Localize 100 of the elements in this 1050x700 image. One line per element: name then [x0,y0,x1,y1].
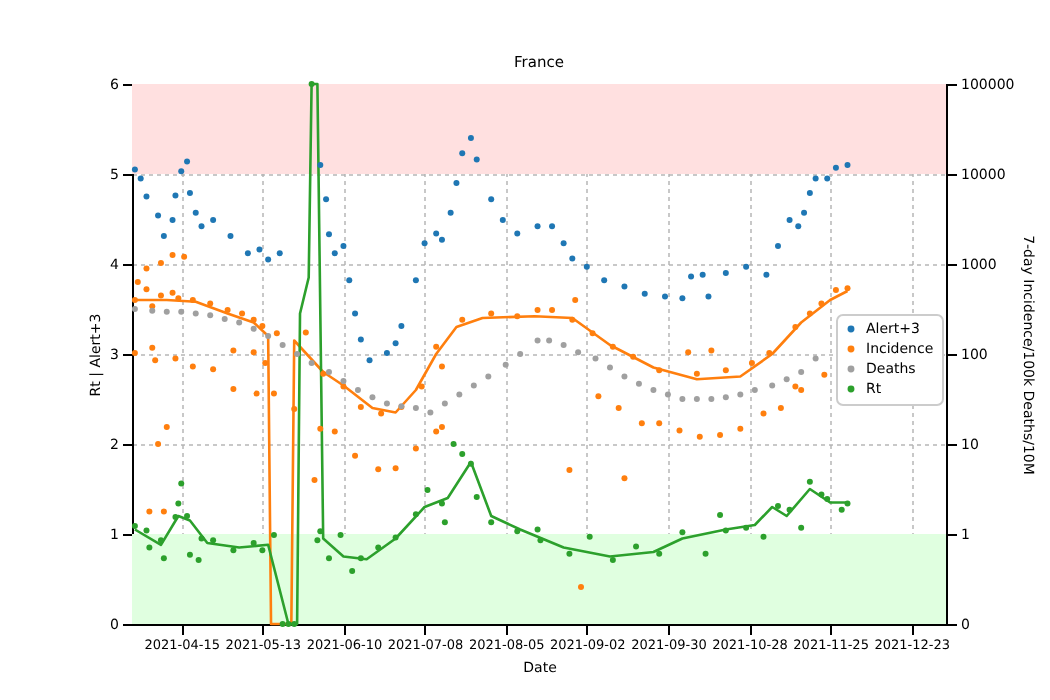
point [184,513,191,519]
point [369,394,376,401]
point [349,567,356,574]
point [537,537,544,544]
point [383,400,390,407]
point [798,369,805,375]
point [441,400,448,407]
point [427,409,434,416]
point [175,500,182,507]
point [664,391,671,398]
point [818,491,825,498]
point [450,441,457,447]
point [534,526,541,533]
point [592,355,599,362]
point [633,543,640,550]
point [621,373,628,380]
point [760,533,767,540]
point [514,528,521,535]
point [473,494,480,501]
point [279,342,286,348]
point [207,312,214,319]
point [798,524,805,531]
point [178,308,185,315]
point [210,537,217,544]
point [560,342,567,348]
point [172,513,179,520]
point [769,382,776,389]
point [412,511,419,518]
point [325,369,332,375]
point [485,373,492,380]
point [424,486,431,493]
point [844,500,851,507]
point [337,531,344,538]
point [236,319,243,326]
point [737,391,744,398]
point [230,547,237,554]
point [314,537,321,544]
point [546,337,553,344]
point [838,506,845,513]
point [606,364,613,371]
point [679,529,686,536]
point [534,337,541,344]
point [488,519,495,526]
point [566,550,573,557]
point [586,533,593,540]
point [502,361,509,368]
point [456,391,463,398]
point [131,306,138,312]
point [743,524,750,531]
point [441,519,448,526]
point [774,503,781,510]
point [270,531,277,538]
point [143,527,150,534]
point [438,500,445,507]
point [824,495,831,502]
point [467,460,474,467]
point [650,387,657,393]
point [308,81,315,87]
point [325,555,332,562]
point [722,394,729,401]
point [340,378,347,384]
point [250,540,257,546]
point [751,387,758,393]
point [221,315,228,322]
point [163,308,170,315]
point [285,621,292,627]
point [783,376,790,383]
point [178,480,185,487]
point [693,396,700,402]
point [459,450,466,457]
point [722,527,729,534]
point [259,547,266,554]
point [192,310,199,317]
point [198,535,205,542]
point [470,382,477,389]
point [354,387,361,393]
point [250,325,257,332]
point [146,544,153,551]
point [294,351,301,357]
point [812,355,819,362]
point [708,396,715,402]
point [635,380,642,387]
point [265,333,272,339]
point [806,478,813,485]
point [157,537,164,544]
point [195,557,202,564]
point [392,534,399,541]
point [131,522,138,529]
point [717,512,724,519]
point [375,544,382,551]
point [517,351,524,357]
point [609,557,616,564]
point [786,506,793,513]
point [656,550,663,557]
point [357,555,364,562]
point [279,621,286,627]
point [412,405,419,411]
point [308,360,315,366]
point [679,396,686,402]
point [186,551,193,558]
